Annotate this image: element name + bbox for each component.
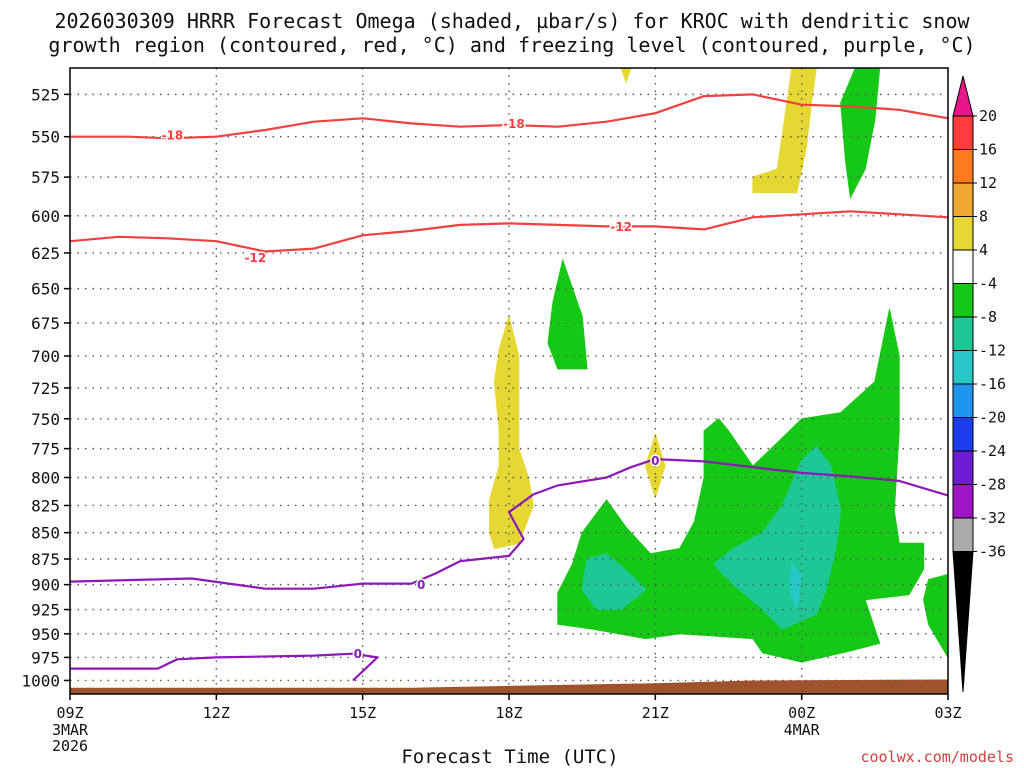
omega-region-4-0 <box>620 68 632 84</box>
y-tick-label-925: 925 <box>31 601 60 620</box>
colorbar-segment-10 <box>952 450 974 485</box>
y-tick-label-700: 700 <box>31 347 60 366</box>
credit-text: coolwx.com/models <box>860 748 1014 766</box>
y-tick-label-625: 625 <box>31 244 60 263</box>
x-tick-label-21Z: 21Z <box>642 704 669 722</box>
colorbar-segment-11 <box>952 484 974 519</box>
title-line-2: growth region (contoured, red, °C) and f… <box>48 33 975 57</box>
contour-label--18-1: -18 <box>503 117 525 131</box>
x-tick-label-09Z: 09Z <box>56 704 83 722</box>
y-tick-label-800: 800 <box>31 468 60 487</box>
colorbar-label--4: -4 <box>979 275 997 293</box>
contour-label--12-0: -12 <box>245 251 267 265</box>
omega-region--8-0 <box>581 553 647 610</box>
x-axis-title: Forecast Time (UTC) <box>401 746 618 768</box>
colorbar-label--20: -20 <box>979 409 1006 427</box>
x-tick-label-03Z: 03Z <box>934 704 961 722</box>
y-tick-label-975: 975 <box>31 648 60 667</box>
colorbar-segment-3 <box>952 216 974 251</box>
colorbar-label--24: -24 <box>979 442 1006 460</box>
colorbar-segment-5 <box>952 283 974 318</box>
y-tick-label-575: 575 <box>31 168 60 187</box>
contour--12 <box>70 210 948 253</box>
y-tick-label-725: 725 <box>31 379 60 398</box>
colorbar-segment-4 <box>952 249 974 284</box>
colorbar-label--32: -32 <box>979 509 1006 527</box>
colorbar-segment-12 <box>952 517 974 552</box>
x-tick-label-15Z: 15Z <box>349 704 376 722</box>
x-tick-sublabel-4MAR: 4MAR <box>784 721 821 739</box>
y-tick-label-900: 900 <box>31 576 60 595</box>
colorbar-segment-2 <box>952 182 974 217</box>
colorbar-label-20: 20 <box>979 107 997 125</box>
colorbar-bottom-arrow <box>952 551 974 693</box>
y-axis: 525 550 575 600 625 650 675 700 725 750 775 800 825 8… <box>21 85 70 690</box>
x-tick-sublabel-3MAR: 3MAR <box>52 721 89 739</box>
y-tick-label-875: 875 <box>31 550 60 569</box>
colorbar-segment-7 <box>952 350 974 385</box>
y-tick-label-525: 525 <box>31 85 60 104</box>
x-tick-label-12Z: 12Z <box>203 704 230 722</box>
colorbar-label-8: 8 <box>979 208 988 226</box>
colorbar-label--16: -16 <box>979 375 1006 393</box>
terrain-fill <box>70 679 948 694</box>
colorbar-top-arrow <box>952 75 974 117</box>
contour-label-0-1: 0 <box>651 454 659 468</box>
x-tick-label-00Z: 00Z <box>788 704 815 722</box>
y-tick-label-750: 750 <box>31 410 60 429</box>
colorbar: 20 16 12 8 4 -4 -8 -12 -16 -20 -24 -28 -32 -36 <box>952 75 1006 693</box>
y-tick-label-1000: 1000 <box>21 671 60 690</box>
contours: -18 -18 -12 -12 0 0 0 <box>70 93 948 682</box>
colorbar-segment-6 <box>952 316 974 351</box>
colorbar-label--12: -12 <box>979 342 1006 360</box>
contour--18 <box>70 93 948 140</box>
contour-label-0-lower-0: 0 <box>354 647 362 661</box>
contour-label--12-1: -12 <box>610 220 632 234</box>
colorbar-segment-1 <box>952 149 974 184</box>
omega-region--4-1 <box>547 258 588 370</box>
y-tick-label-950: 950 <box>31 625 60 644</box>
title: 2026030309 HRRR Forecast Omega (shaded, … <box>48 9 975 57</box>
y-tick-label-550: 550 <box>31 128 60 147</box>
omega-region-4-1 <box>752 68 817 194</box>
contour-0-lower <box>70 652 379 682</box>
x-tick-sublabel-2026: 2026 <box>52 737 88 755</box>
y-tick-label-850: 850 <box>31 524 60 543</box>
colorbar-segment-9 <box>952 417 974 452</box>
colorbar-label-16: 16 <box>979 141 997 159</box>
contour-label--18-0: -18 <box>162 129 184 143</box>
colorbar-label-4: 4 <box>979 241 988 259</box>
colorbar-label--28: -28 <box>979 476 1006 494</box>
omega-region-4-2 <box>489 314 534 550</box>
omega-region--4-2 <box>557 309 925 663</box>
y-tick-label-600: 600 <box>31 207 60 226</box>
omega-region--8-1 <box>713 445 842 630</box>
y-tick-label-675: 675 <box>31 314 60 333</box>
colorbar-label--8: -8 <box>979 308 997 326</box>
omega-region--4-0 <box>840 68 881 200</box>
y-tick-label-775: 775 <box>31 440 60 459</box>
omega-region--4-3 <box>923 573 948 659</box>
colorbar-label-12: 12 <box>979 174 997 192</box>
y-tick-label-650: 650 <box>31 280 60 299</box>
title-line-1: 2026030309 HRRR Forecast Omega (shaded, … <box>54 9 970 33</box>
ground-layer <box>70 679 948 694</box>
contour-0 <box>70 458 948 590</box>
contour-label-0-0: 0 <box>417 578 425 592</box>
y-tick-label-825: 825 <box>31 496 60 515</box>
omega-region--12-0 <box>788 563 803 610</box>
omega-shading <box>489 68 948 663</box>
colorbar-segment-8 <box>952 383 974 418</box>
colorbar-label--36: -36 <box>979 543 1006 561</box>
colorbar-segment-0 <box>952 115 974 150</box>
x-tick-label-18Z: 18Z <box>495 704 522 722</box>
